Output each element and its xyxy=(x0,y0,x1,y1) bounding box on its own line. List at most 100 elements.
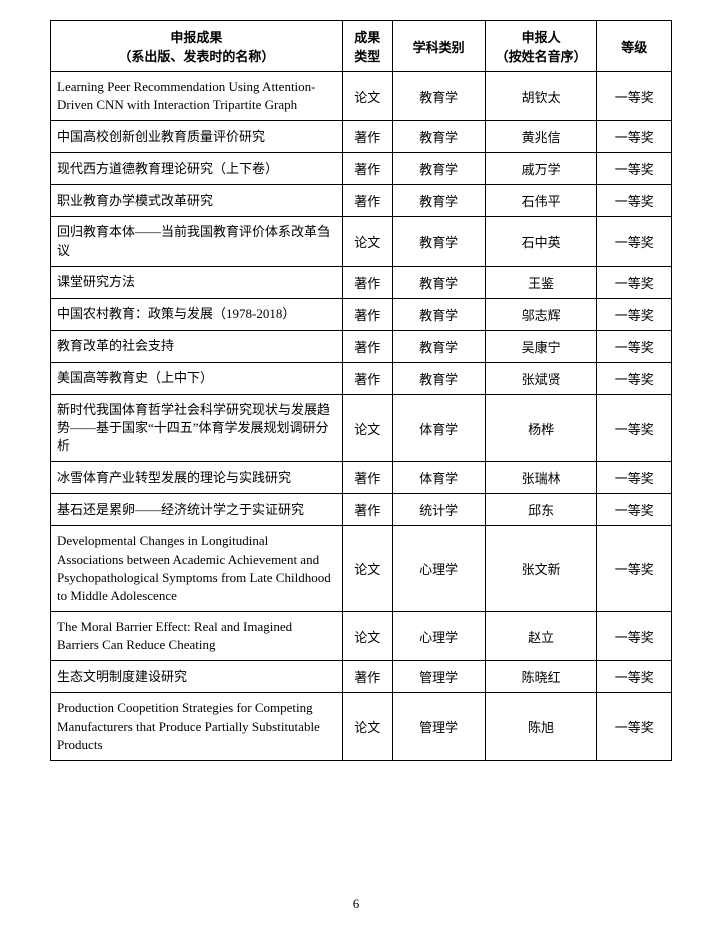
cell-type: 论文 xyxy=(342,72,392,121)
cell-person: 邱东 xyxy=(485,494,597,526)
col-header-title-l2: （系出版、发表时的名称） xyxy=(118,49,274,64)
cell-type: 著作 xyxy=(342,661,392,693)
cell-title: Production Coopetition Strategies for Co… xyxy=(51,693,343,761)
cell-type: 著作 xyxy=(342,121,392,153)
table-row: 教育改革的社会支持著作教育学吴康宁一等奖 xyxy=(51,330,672,362)
col-header-grade-l1: 等级 xyxy=(621,40,647,55)
cell-person: 杨桦 xyxy=(485,394,597,462)
cell-title: 基石还是累卵——经济统计学之于实证研究 xyxy=(51,494,343,526)
cell-grade: 一等奖 xyxy=(597,330,672,362)
cell-subject: 心理学 xyxy=(392,526,485,612)
cell-type: 论文 xyxy=(342,394,392,462)
col-header-type-l2: 类型 xyxy=(354,49,380,64)
cell-type: 论文 xyxy=(342,612,392,661)
cell-subject: 教育学 xyxy=(392,153,485,185)
table-row: 生态文明制度建设研究著作管理学陈晓红一等奖 xyxy=(51,661,672,693)
cell-person: 黄兆信 xyxy=(485,121,597,153)
page-number: 6 xyxy=(0,896,712,912)
table-row: The Moral Barrier Effect: Real and Imagi… xyxy=(51,612,672,661)
cell-subject: 教育学 xyxy=(392,185,485,217)
table-row: 基石还是累卵——经济统计学之于实证研究著作统计学邱东一等奖 xyxy=(51,494,672,526)
cell-person: 王鉴 xyxy=(485,266,597,298)
col-header-type-l1: 成果 xyxy=(354,30,380,45)
cell-person: 胡钦太 xyxy=(485,72,597,121)
cell-subject: 教育学 xyxy=(392,298,485,330)
cell-title: 生态文明制度建设研究 xyxy=(51,661,343,693)
cell-person: 石伟平 xyxy=(485,185,597,217)
cell-type: 著作 xyxy=(342,298,392,330)
cell-title: Learning Peer Recommendation Using Atten… xyxy=(51,72,343,121)
cell-type: 著作 xyxy=(342,266,392,298)
cell-grade: 一等奖 xyxy=(597,217,672,266)
cell-title: Developmental Changes in Longitudinal As… xyxy=(51,526,343,612)
cell-subject: 教育学 xyxy=(392,362,485,394)
col-header-grade: 等级 xyxy=(597,21,672,72)
cell-type: 著作 xyxy=(342,494,392,526)
table-row: 美国高等教育史（上中下）著作教育学张斌贤一等奖 xyxy=(51,362,672,394)
results-table: 申报成果 （系出版、发表时的名称） 成果 类型 学科类别 申报人 （按姓名音序）… xyxy=(50,20,672,761)
table-row: 中国高校创新创业教育质量评价研究著作教育学黄兆信一等奖 xyxy=(51,121,672,153)
table-row: 现代西方道德教育理论研究（上下卷）著作教育学戚万学一等奖 xyxy=(51,153,672,185)
cell-person: 赵立 xyxy=(485,612,597,661)
cell-person: 戚万学 xyxy=(485,153,597,185)
cell-subject: 教育学 xyxy=(392,266,485,298)
cell-title: 冰雪体育产业转型发展的理论与实践研究 xyxy=(51,462,343,494)
cell-subject: 教育学 xyxy=(392,72,485,121)
cell-grade: 一等奖 xyxy=(597,153,672,185)
cell-title: 职业教育办学模式改革研究 xyxy=(51,185,343,217)
cell-person: 石中英 xyxy=(485,217,597,266)
cell-type: 著作 xyxy=(342,185,392,217)
cell-type: 论文 xyxy=(342,693,392,761)
col-header-subject-l1: 学科类别 xyxy=(413,40,465,55)
cell-person: 张文新 xyxy=(485,526,597,612)
cell-subject: 体育学 xyxy=(392,462,485,494)
table-row: 回归教育本体——当前我国教育评价体系改革刍议论文教育学石中英一等奖 xyxy=(51,217,672,266)
cell-person: 张斌贤 xyxy=(485,362,597,394)
cell-type: 著作 xyxy=(342,462,392,494)
col-header-person-l1: 申报人 xyxy=(522,30,561,45)
cell-grade: 一等奖 xyxy=(597,362,672,394)
cell-type: 著作 xyxy=(342,153,392,185)
cell-subject: 教育学 xyxy=(392,121,485,153)
cell-subject: 教育学 xyxy=(392,217,485,266)
cell-grade: 一等奖 xyxy=(597,121,672,153)
table-row: 中国农村教育：政策与发展（1978-2018）著作教育学邬志辉一等奖 xyxy=(51,298,672,330)
cell-title: 课堂研究方法 xyxy=(51,266,343,298)
cell-subject: 体育学 xyxy=(392,394,485,462)
table-row: 职业教育办学模式改革研究著作教育学石伟平一等奖 xyxy=(51,185,672,217)
cell-person: 邬志辉 xyxy=(485,298,597,330)
cell-title: 现代西方道德教育理论研究（上下卷） xyxy=(51,153,343,185)
col-header-subject: 学科类别 xyxy=(392,21,485,72)
cell-grade: 一等奖 xyxy=(597,185,672,217)
col-header-type: 成果 类型 xyxy=(342,21,392,72)
table-row: 课堂研究方法著作教育学王鉴一等奖 xyxy=(51,266,672,298)
cell-title: 美国高等教育史（上中下） xyxy=(51,362,343,394)
table-row: 冰雪体育产业转型发展的理论与实践研究著作体育学张瑞林一等奖 xyxy=(51,462,672,494)
cell-grade: 一等奖 xyxy=(597,693,672,761)
cell-person: 吴康宁 xyxy=(485,330,597,362)
cell-grade: 一等奖 xyxy=(597,72,672,121)
cell-title: 中国农村教育：政策与发展（1978-2018） xyxy=(51,298,343,330)
cell-grade: 一等奖 xyxy=(597,394,672,462)
table-header-row: 申报成果 （系出版、发表时的名称） 成果 类型 学科类别 申报人 （按姓名音序）… xyxy=(51,21,672,72)
cell-type: 著作 xyxy=(342,362,392,394)
cell-title: 中国高校创新创业教育质量评价研究 xyxy=(51,121,343,153)
cell-title: 回归教育本体——当前我国教育评价体系改革刍议 xyxy=(51,217,343,266)
cell-person: 陈旭 xyxy=(485,693,597,761)
cell-grade: 一等奖 xyxy=(597,298,672,330)
cell-type: 论文 xyxy=(342,217,392,266)
cell-title: 新时代我国体育哲学社会科学研究现状与发展趋势——基于国家“十四五”体育学发展规划… xyxy=(51,394,343,462)
cell-grade: 一等奖 xyxy=(597,462,672,494)
cell-type: 著作 xyxy=(342,330,392,362)
cell-grade: 一等奖 xyxy=(597,266,672,298)
cell-grade: 一等奖 xyxy=(597,494,672,526)
table-row: Learning Peer Recommendation Using Atten… xyxy=(51,72,672,121)
col-header-person: 申报人 （按姓名音序） xyxy=(485,21,597,72)
cell-grade: 一等奖 xyxy=(597,612,672,661)
cell-subject: 教育学 xyxy=(392,330,485,362)
table-row: Production Coopetition Strategies for Co… xyxy=(51,693,672,761)
cell-subject: 管理学 xyxy=(392,693,485,761)
table-row: 新时代我国体育哲学社会科学研究现状与发展趋势——基于国家“十四五”体育学发展规划… xyxy=(51,394,672,462)
col-header-person-l2: （按姓名音序） xyxy=(496,49,587,64)
cell-person: 张瑞林 xyxy=(485,462,597,494)
